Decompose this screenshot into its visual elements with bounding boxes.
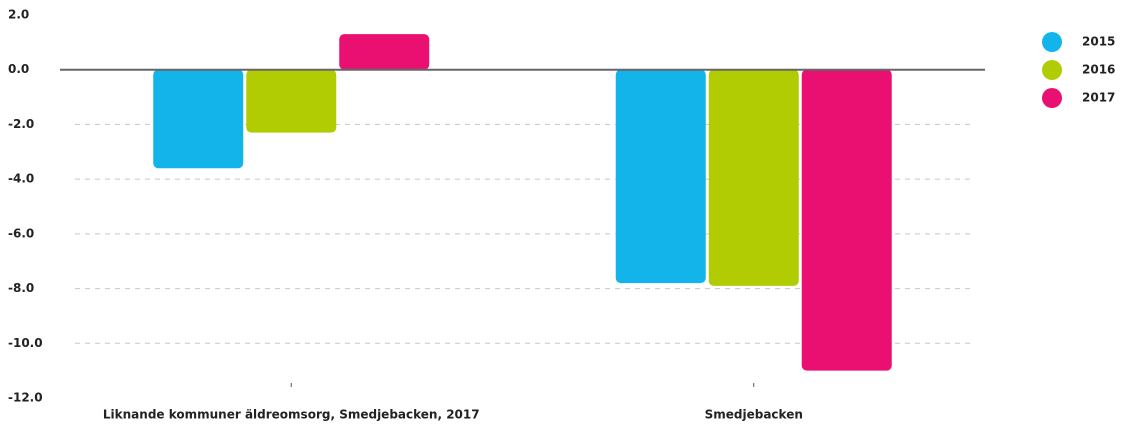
y-tick-label: -8.0 — [8, 281, 34, 295]
legend-swatch — [1042, 32, 1062, 52]
legend-swatch — [1042, 60, 1062, 80]
x-tick-label: Liknande kommuner äldreomsorg, Smedjebac… — [103, 408, 480, 422]
bar — [708, 69, 799, 286]
x-tick-label: Smedjebacken — [705, 408, 803, 422]
legend-label: 2016 — [1082, 63, 1115, 77]
bar — [801, 69, 892, 371]
bar — [246, 69, 337, 133]
bar — [339, 34, 430, 70]
y-tick-label: -2.0 — [8, 117, 34, 131]
y-tick-label: 0.0 — [8, 62, 29, 76]
y-tick-label: 2.0 — [8, 8, 29, 22]
legend-label: 2015 — [1082, 35, 1115, 49]
legend-label: 2017 — [1082, 91, 1115, 105]
bar — [153, 69, 244, 169]
y-tick-label: -12.0 — [8, 391, 43, 405]
y-tick-label: -10.0 — [8, 336, 43, 350]
bar — [615, 69, 706, 284]
y-tick-label: -6.0 — [8, 226, 34, 240]
y-tick-label: -4.0 — [8, 172, 34, 186]
legend-swatch — [1042, 88, 1062, 108]
